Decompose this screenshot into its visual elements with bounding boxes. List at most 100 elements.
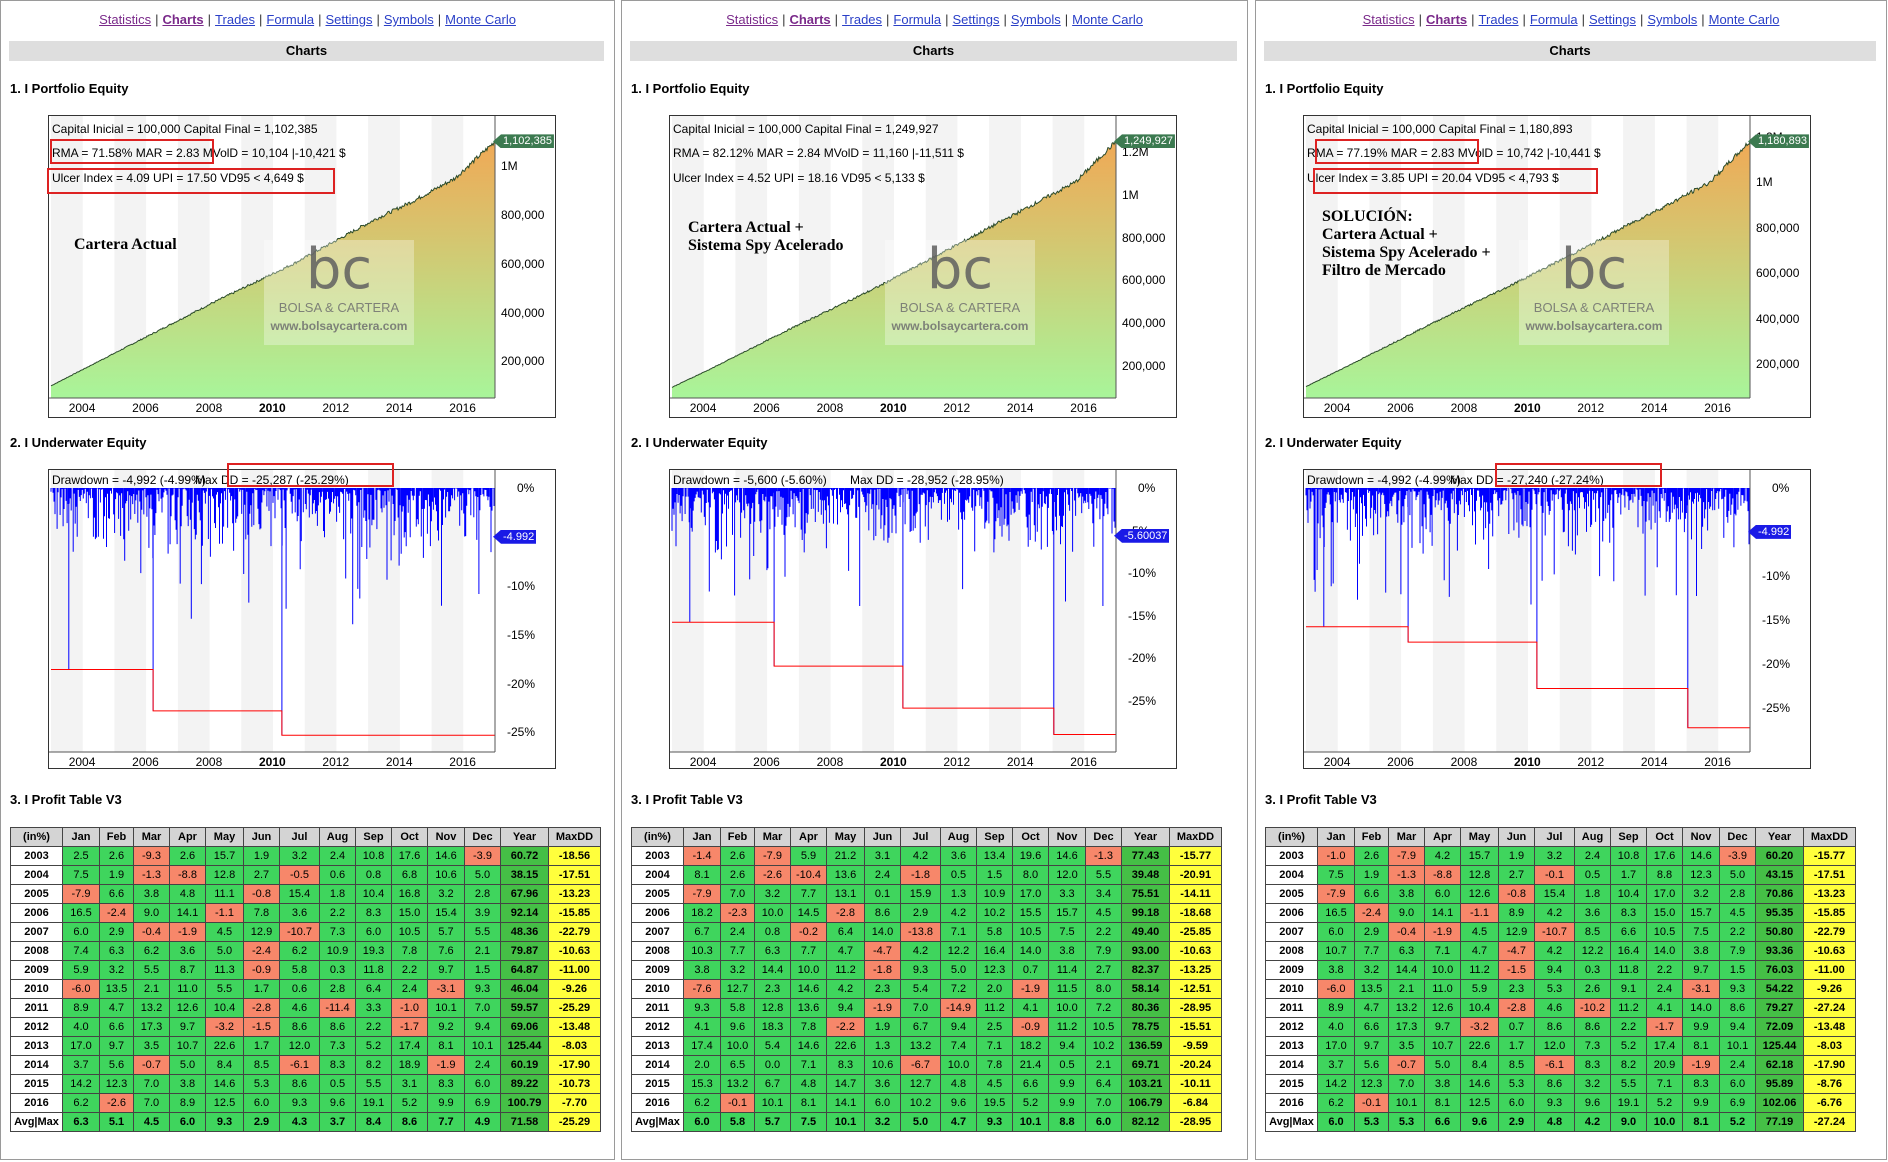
section-title-profit: 3. I Profit Table V3 — [10, 792, 122, 807]
nav-link-statistics[interactable]: Statistics — [1362, 12, 1415, 27]
nav-link-charts[interactable]: Charts — [162, 12, 204, 27]
drawdown-x-tick: 2008 — [816, 755, 844, 769]
table-header: Apr — [1424, 827, 1461, 847]
nav-link-symbols[interactable]: Symbols — [1010, 12, 1061, 27]
nav-separator: | — [945, 12, 949, 27]
table-cell: 7.8 — [391, 941, 428, 961]
table-cell: 6.9 — [464, 1093, 501, 1113]
table-cell: -0.8 — [1498, 884, 1535, 904]
table-cell: 2016 — [10, 1093, 63, 1113]
table-cell: -13.48 — [548, 1017, 601, 1037]
equity-x-tick: 2014 — [1006, 401, 1034, 415]
table-cell: 6.2 — [1317, 1093, 1355, 1113]
table-cell: -6.0 — [62, 979, 100, 999]
table-cell: -1.0 — [391, 998, 428, 1018]
table-header-row: (in%) Jan Feb Mar Apr May Jun Jul Aug Sep Oct Nov De… — [631, 827, 1222, 847]
nav-link-trades[interactable]: Trades — [215, 12, 256, 27]
watermark-url: www.bolsaycartera.com — [891, 319, 1029, 333]
table-cell: 5.8 — [279, 960, 320, 980]
nav-link-formula[interactable]: Formula — [893, 12, 942, 27]
table-cell: 4.7 — [940, 1112, 977, 1132]
nav-link-settings[interactable]: Settings — [325, 12, 373, 27]
section-title-equity: 1. I Portfolio Equity — [631, 81, 750, 96]
nav-link-settings[interactable]: Settings — [952, 12, 1000, 27]
drawdown-x-tick: 2016 — [449, 755, 476, 769]
watermark-name: BOLSA & CARTERA — [278, 300, 400, 315]
table-cell: -3.9 — [464, 846, 501, 866]
table-cell: 50.80 — [1755, 922, 1804, 942]
nav-link-charts[interactable]: Charts — [789, 12, 831, 27]
table-header: (in%) — [631, 827, 684, 847]
table-cell: 1.3 — [940, 884, 977, 904]
table-cell: 8.8 — [1048, 1112, 1086, 1132]
table-cell: 46.04 — [500, 979, 549, 999]
table-cell: 2014 — [631, 1055, 684, 1075]
nav-link-monte-carlo[interactable]: Monte Carlo — [1072, 12, 1143, 27]
table-cell: 60.19 — [500, 1055, 549, 1075]
table-cell: 17.0 — [62, 1036, 100, 1056]
nav-link-settings[interactable]: Settings — [1589, 12, 1636, 27]
table-cell: 39.48 — [1121, 865, 1170, 885]
table-cell: 5.2 — [391, 1093, 428, 1113]
nav-link-symbols[interactable]: Symbols — [383, 12, 434, 27]
table-cell: 4.6 — [1534, 998, 1575, 1018]
table-cell: 2008 — [1265, 941, 1318, 961]
table-cell: 5.0 — [205, 941, 244, 961]
nav-link-formula[interactable]: Formula — [266, 12, 315, 27]
nav-link-charts[interactable]: Charts — [1425, 12, 1468, 27]
table-cell: 9.9 — [1682, 1017, 1720, 1037]
table-cell: 10.4 — [355, 884, 392, 904]
table-row: 2016 6.2 -0.1 10.1 8.1 14.1 6.0 10.2 9.6 19.5 5.2 9… — [631, 1093, 1222, 1113]
table-cell: -3.2 — [205, 1017, 244, 1037]
drawdown-info-max: Max DD = -25,287 (-25.29%) — [195, 473, 349, 487]
table-cell: 4.2 — [900, 941, 941, 961]
table-cell: 9.3 — [976, 1112, 1013, 1132]
nav-link-monte-carlo[interactable]: Monte Carlo — [1708, 12, 1780, 27]
table-cell: 5.5 — [355, 1074, 392, 1094]
nav-link-monte-carlo[interactable]: Monte Carlo — [445, 12, 516, 27]
table-cell: 6.9 — [1719, 1093, 1756, 1113]
table-cell: 10.4 — [1610, 884, 1647, 904]
table-cell: 8.2 — [1610, 1055, 1647, 1075]
table-cell: 6.4 — [355, 979, 392, 999]
table-cell: 10.7 — [169, 1036, 206, 1056]
table-cell: 2.4 — [319, 846, 356, 866]
table-cell: 3.3 — [355, 998, 392, 1018]
table-cell: 59.57 — [500, 998, 549, 1018]
table-cell: 2.4 — [391, 979, 428, 999]
nav-link-statistics[interactable]: Statistics — [726, 12, 779, 27]
table-cell: 15.7 — [1460, 846, 1499, 866]
page-header: Charts — [1264, 41, 1876, 61]
table-cell: -2.8 — [1498, 998, 1535, 1018]
nav-link-trades[interactable]: Trades — [1478, 12, 1519, 27]
table-cell: 9.4 — [1534, 960, 1575, 980]
table-cell: 69.06 — [500, 1017, 549, 1037]
table-cell: 2016 — [631, 1093, 684, 1113]
table-cell: 12.5 — [205, 1093, 244, 1113]
table-cell: 8.9 — [62, 998, 100, 1018]
table-cell: 19.3 — [355, 941, 392, 961]
table-cell: 14.1 — [169, 903, 206, 923]
table-header: Nov — [1682, 827, 1720, 847]
table-cell: 17.3 — [1388, 1017, 1425, 1037]
drawdown-y-tick: -25% — [507, 725, 536, 740]
nav-link-formula[interactable]: Formula — [1529, 12, 1578, 27]
table-cell: -7.9 — [62, 884, 100, 904]
nav-link-trades[interactable]: Trades — [842, 12, 883, 27]
table-cell: 2006 — [631, 903, 684, 923]
table-cell: 2.3 — [1498, 979, 1535, 999]
nav-link-symbols[interactable]: Symbols — [1647, 12, 1698, 27]
table-cell: 102.06 — [1755, 1093, 1804, 1113]
nav-link-statistics[interactable]: Statistics — [99, 12, 152, 27]
table-cell: 9.6 — [1574, 1093, 1611, 1113]
table-cell: 10.4 — [205, 998, 244, 1018]
table-cell: 2004 — [1265, 865, 1318, 885]
table-cell: 0.5 — [940, 865, 977, 885]
table-cell: 18.3 — [754, 1017, 791, 1037]
table-cell: -2.2 — [826, 1017, 865, 1037]
table-cell: 6.2 — [279, 941, 320, 961]
table-cell: 18.2 — [683, 903, 721, 923]
table-row: 2006 18.2 -2.3 10.0 14.5 -2.8 8.6 2.9 4.2 10.2 15.… — [631, 903, 1222, 923]
drawdown-y-tick: -10% — [1128, 566, 1157, 581]
equity-chart: bc BOLSA & CARTERA www.bolsaycartera.com Ca… — [669, 115, 1177, 418]
